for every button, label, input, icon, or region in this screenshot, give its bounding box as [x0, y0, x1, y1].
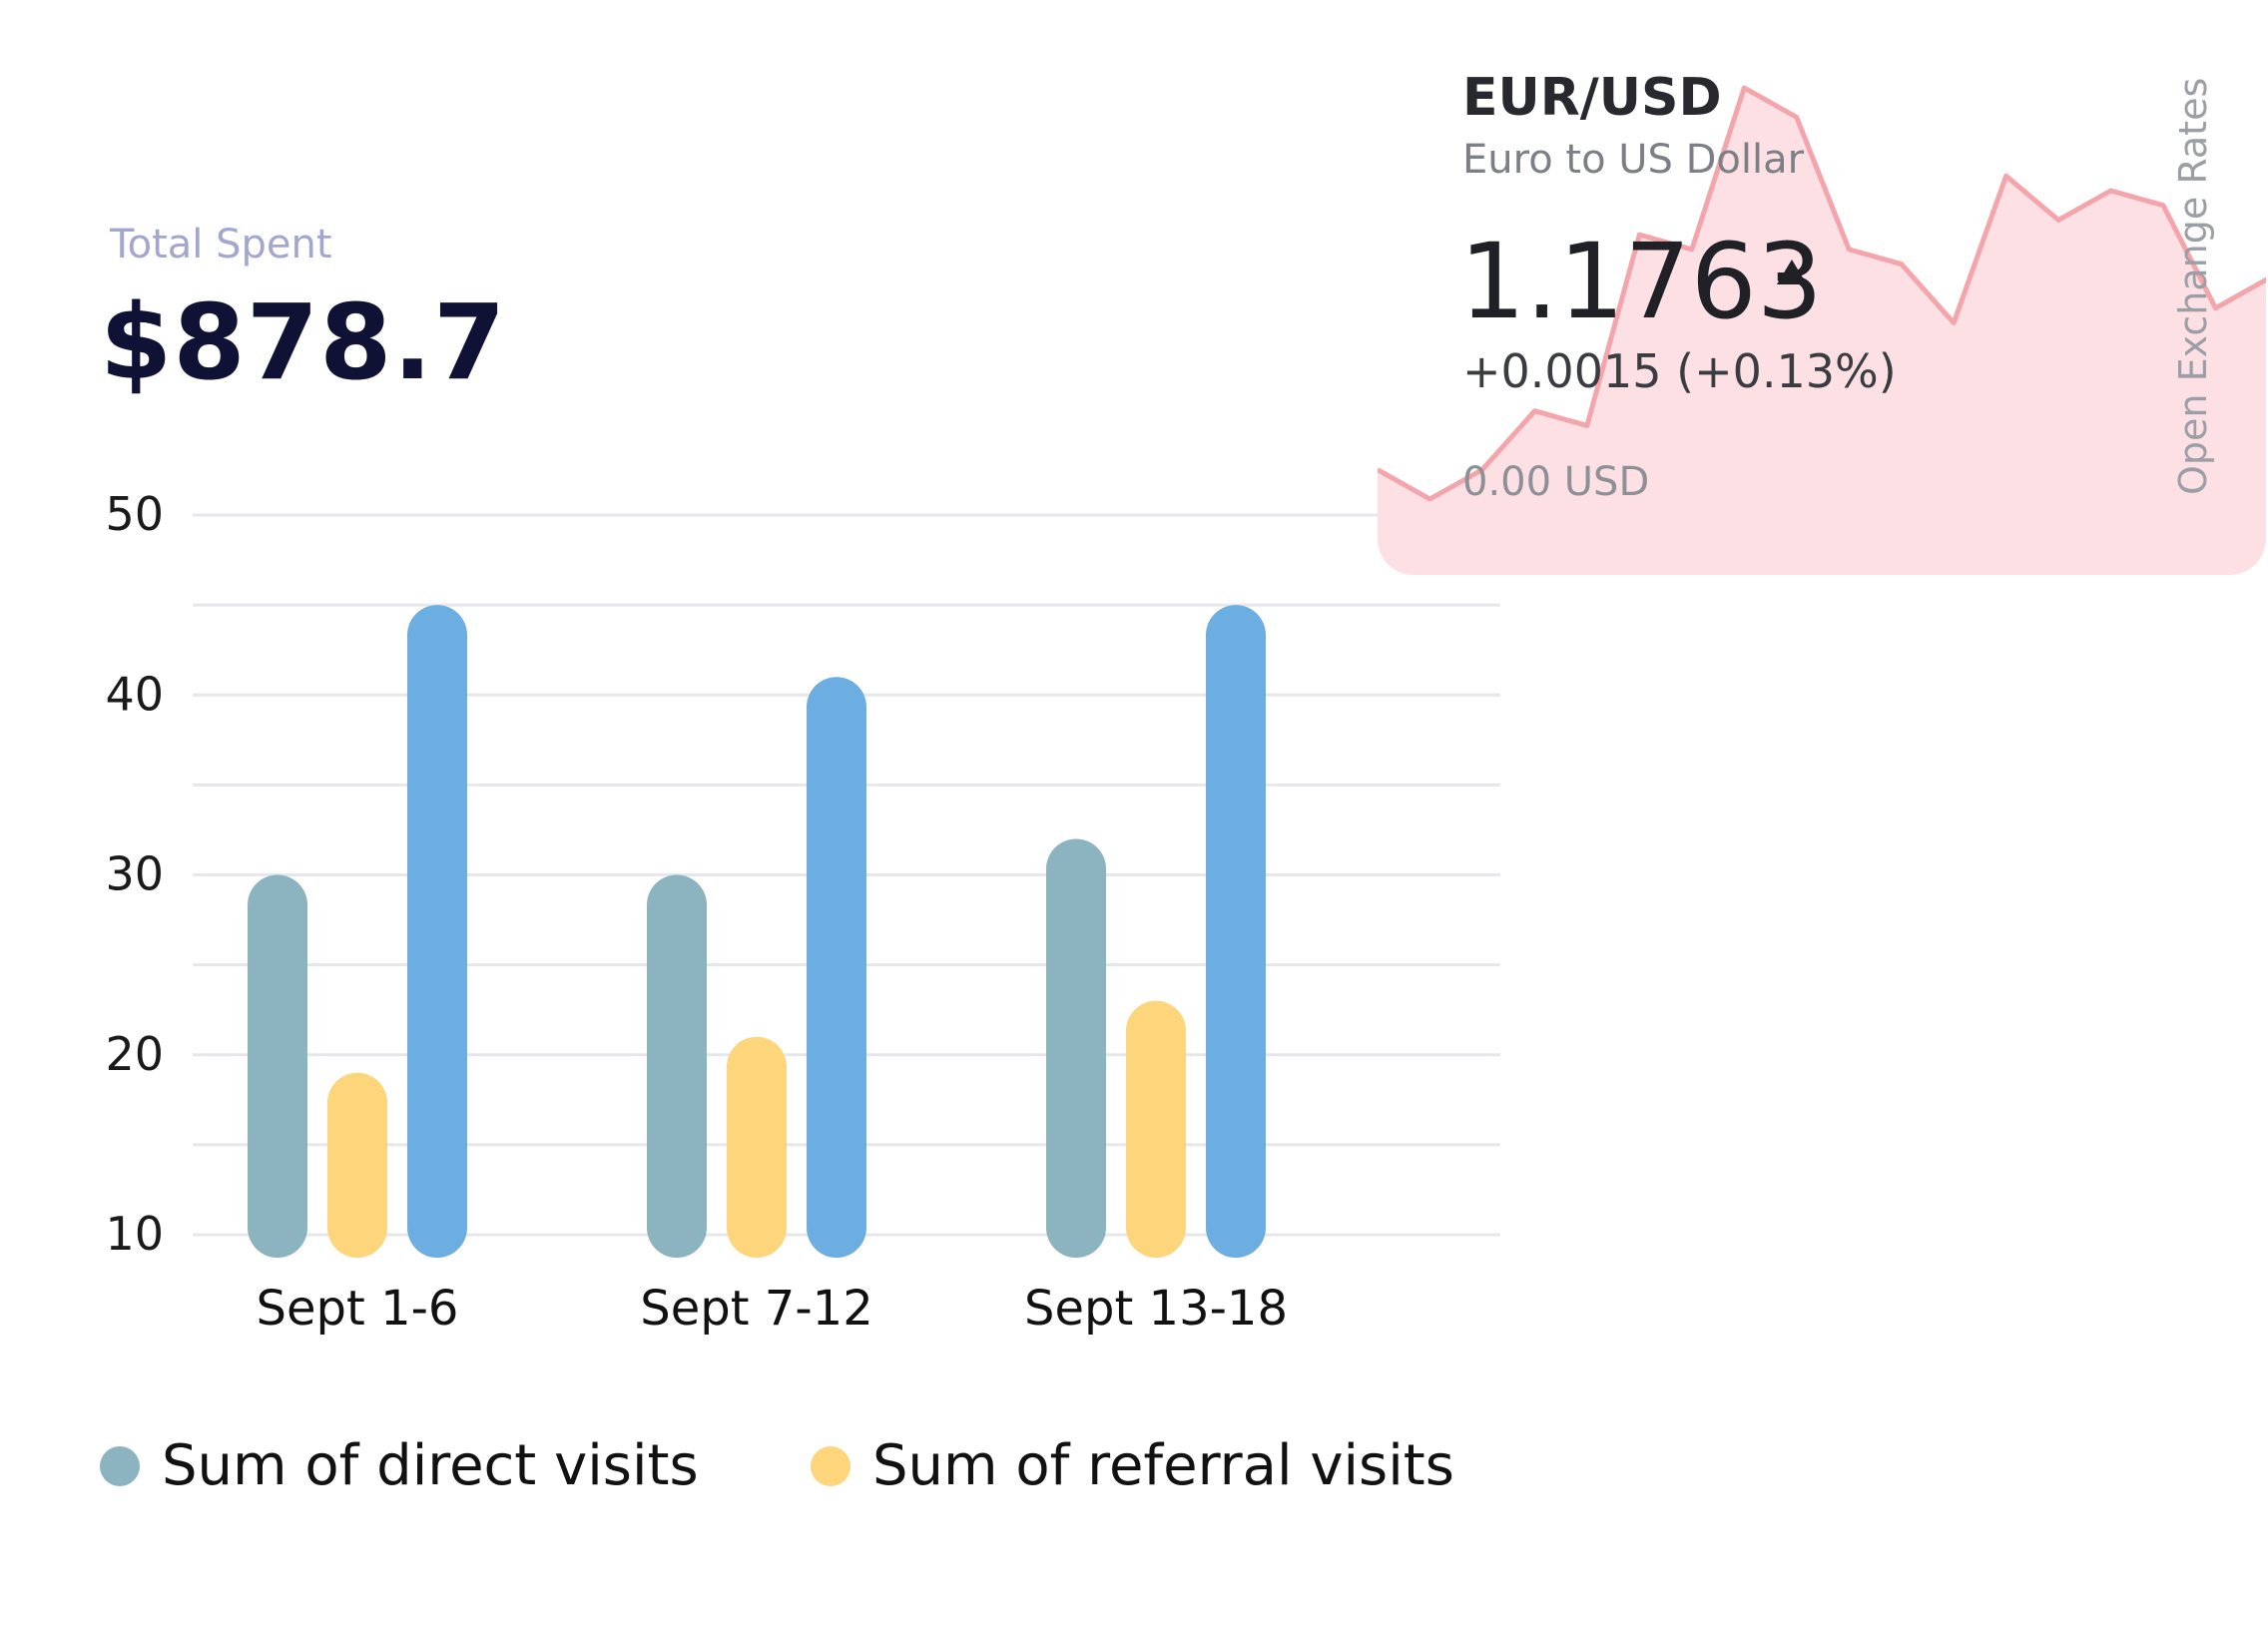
- ticker-source: Open Exchange Rates: [2171, 78, 2215, 495]
- x-tick-label: Sept 13-18: [1024, 1281, 1288, 1337]
- ticker-price: 1.1763: [1459, 221, 1823, 342]
- legend-label[interactable]: Sum of direct visits: [162, 1433, 699, 1498]
- ticker-name: Euro to US Dollar: [1462, 137, 1805, 183]
- x-tick-label: Sept 1-6: [257, 1281, 459, 1337]
- total-spent-value: $878.7: [100, 281, 507, 403]
- bar[interactable]: [807, 677, 866, 1258]
- sparkline-area: [1378, 85, 2266, 575]
- legend-swatch: [811, 1446, 850, 1486]
- y-tick-label: 20: [105, 1027, 164, 1081]
- y-tick-label: 50: [105, 487, 164, 541]
- bar[interactable]: [727, 1036, 787, 1258]
- y-tick-label: 40: [105, 667, 164, 721]
- ticker-pair: EUR/USD: [1462, 68, 1722, 128]
- ticker-change: +0.0015 (+0.13%): [1462, 344, 1897, 398]
- y-tick-label: 30: [105, 847, 164, 901]
- legend-label[interactable]: Sum of referral visits: [872, 1433, 1454, 1498]
- sparkline-line: [1378, 85, 2266, 502]
- up-arrow-icon: [1777, 260, 1807, 284]
- bar[interactable]: [248, 874, 307, 1259]
- bar[interactable]: [1126, 1000, 1186, 1258]
- legend-swatch: [100, 1446, 140, 1486]
- bar[interactable]: [1046, 838, 1106, 1258]
- x-tick-label: Sept 7-12: [640, 1281, 872, 1337]
- bar[interactable]: [327, 1072, 387, 1258]
- total-spent-label: Total Spent: [110, 222, 332, 268]
- bar[interactable]: [647, 874, 707, 1259]
- y-tick-label: 10: [105, 1207, 164, 1261]
- ticker-baseline: 0.00 USD: [1462, 459, 1649, 505]
- bar[interactable]: [407, 605, 467, 1258]
- bar[interactable]: [1206, 605, 1266, 1258]
